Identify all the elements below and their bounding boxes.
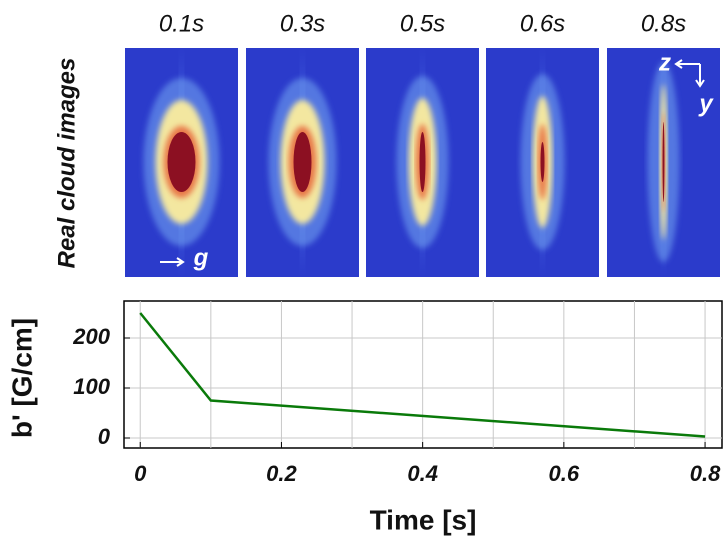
x-tick-label: 0.6 [549,461,580,486]
y-tick-label: 100 [73,374,110,399]
axis-z-label: z [658,49,671,76]
time-label: 0.1s [159,10,204,37]
x-tick-label: 0 [134,461,147,486]
time-label: 0.8s [641,10,686,37]
cloud-core [293,132,312,192]
cloud-core [419,132,426,192]
row-label: Real cloud images [53,58,80,269]
y-axis-label: b' [G/cm] [6,318,37,438]
axis-y-label: y [698,90,714,117]
x-tick-label: 0.8 [690,461,721,486]
gravity-arrow [160,257,185,267]
x-tick-label: 0.4 [407,461,438,486]
time-label: 0.6s [520,10,565,37]
x-axis-label: Time [s] [370,504,477,535]
cloud-core [662,122,665,202]
cloud-core [540,142,545,182]
gravity-label: g [193,244,209,271]
data-line [139,312,706,438]
axis-arrows [674,59,705,88]
time-label: 0.3s [280,10,325,37]
cloud-images [125,48,720,277]
time-label: 0.5s [400,10,445,37]
x-tick-label: 0.2 [266,461,297,486]
y-tick-label: 200 [72,324,110,349]
y-tick-label: 0 [98,424,111,449]
cloud-core [167,132,196,192]
